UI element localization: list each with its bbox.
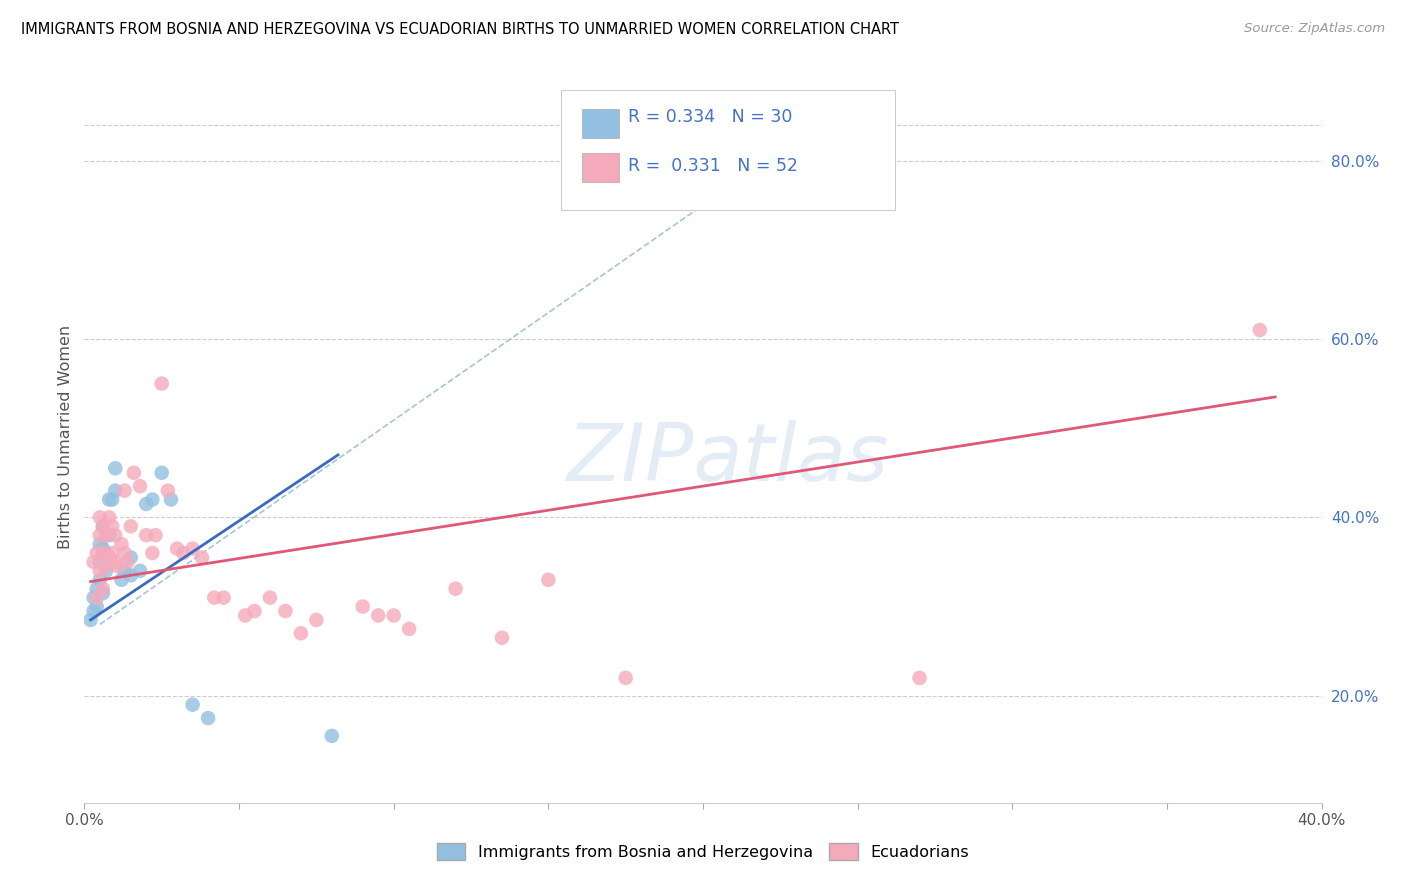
Point [104,528,127,542]
Point [120,550,142,565]
Point [135,497,157,511]
Point [98,492,121,507]
Point [156,483,179,498]
Point [94,559,117,574]
Point [79,613,101,627]
Point [150,376,173,391]
Point [166,541,188,556]
Point [94,546,117,560]
Point [259,591,281,605]
Point [145,528,167,542]
Point [89,537,111,551]
Point [107,559,129,574]
Point [91,519,114,533]
Point [89,528,111,542]
Text: R =  0.331   N = 52: R = 0.331 N = 52 [627,158,797,176]
Point [89,573,111,587]
Point [274,604,297,618]
Point [908,671,931,685]
Point [181,541,204,556]
Point [91,586,114,600]
Point [86,591,108,605]
Point [98,550,121,565]
Point [305,613,328,627]
Point [104,555,127,569]
Point [233,608,256,623]
Point [98,510,121,524]
Point [94,528,117,542]
Point [89,510,111,524]
Point [83,604,105,618]
Text: ZIPatlas: ZIPatlas [567,420,889,498]
Point [120,568,142,582]
Point [141,546,163,560]
Point [150,466,173,480]
Point [110,537,132,551]
Point [83,591,105,605]
Point [321,729,343,743]
Text: Source: ZipAtlas.com: Source: ZipAtlas.com [1244,22,1385,36]
FancyBboxPatch shape [561,90,894,211]
Point [491,631,513,645]
Point [104,483,127,498]
Point [135,528,157,542]
Point [98,528,121,542]
Point [444,582,467,596]
Point [101,546,124,560]
Point [352,599,374,614]
Y-axis label: Births to Unmarried Women: Births to Unmarried Women [58,325,73,549]
Point [114,564,136,578]
Point [91,541,114,556]
Point [181,698,204,712]
Legend: Immigrants from Bosnia and Herzegovina, Ecuadorians: Immigrants from Bosnia and Herzegovina, … [429,836,977,868]
Point [537,573,560,587]
Point [197,711,219,725]
Point [91,546,114,560]
Point [110,573,132,587]
Point [398,622,420,636]
Point [104,461,127,475]
Point [89,564,111,578]
Point [89,555,111,569]
Point [172,546,194,560]
Point [141,492,163,507]
Point [114,483,136,498]
Point [614,671,637,685]
Point [120,519,142,533]
Point [94,564,117,578]
FancyBboxPatch shape [582,109,619,138]
Point [290,626,312,640]
Point [91,519,114,533]
Point [212,591,235,605]
Point [243,604,266,618]
Point [191,550,214,565]
Point [382,608,405,623]
Point [122,466,145,480]
Point [86,582,108,596]
Point [114,546,136,560]
Point [129,479,152,493]
Point [101,519,124,533]
Point [367,608,389,623]
Point [91,582,114,596]
Point [160,492,183,507]
Point [83,555,105,569]
Text: IMMIGRANTS FROM BOSNIA AND HERZEGOVINA VS ECUADORIAN BIRTHS TO UNMARRIED WOMEN C: IMMIGRANTS FROM BOSNIA AND HERZEGOVINA V… [21,22,898,37]
Point [117,555,139,569]
Point [1249,323,1271,337]
FancyBboxPatch shape [582,153,619,182]
Point [129,564,152,578]
Point [86,599,108,614]
Text: R = 0.334   N = 30: R = 0.334 N = 30 [627,109,792,127]
Point [202,591,225,605]
Point [86,546,108,560]
Point [101,492,124,507]
